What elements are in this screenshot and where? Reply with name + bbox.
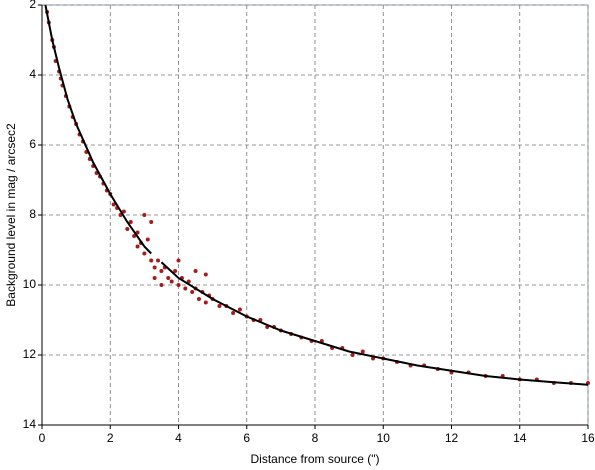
y-tick-label: 10 — [23, 277, 37, 291]
x-tick-label: 0 — [39, 431, 46, 445]
point — [149, 258, 154, 263]
y-axis-label: Background level in mag / arcsec2 — [4, 123, 18, 307]
point — [193, 269, 198, 273]
point — [183, 286, 188, 291]
point — [176, 258, 181, 263]
x-tick-label: 4 — [175, 431, 182, 445]
y-tick-label: 14 — [23, 417, 37, 431]
point — [203, 300, 208, 305]
y-tick-label: 4 — [29, 67, 36, 81]
point — [166, 276, 171, 280]
x-tick-label: 14 — [513, 431, 527, 445]
point — [159, 283, 164, 287]
y-tick-label: 2 — [29, 0, 36, 11]
point — [159, 269, 164, 273]
point — [135, 230, 140, 235]
point — [145, 237, 150, 242]
point — [149, 220, 154, 224]
point — [231, 311, 236, 315]
point — [360, 349, 365, 354]
point — [350, 353, 355, 357]
point — [237, 307, 242, 312]
x-tick-label: 16 — [581, 431, 595, 445]
x-tick-label: 8 — [312, 431, 319, 445]
point — [176, 283, 181, 287]
point — [203, 272, 208, 277]
point — [111, 202, 116, 207]
point — [152, 265, 157, 270]
point — [186, 279, 191, 284]
y-tick-label: 6 — [29, 137, 36, 151]
point — [128, 220, 133, 224]
x-tick-label: 6 — [243, 431, 250, 445]
point — [169, 279, 174, 284]
x-axis-label: Distance from source (") — [251, 452, 380, 466]
point — [142, 251, 147, 256]
x-tick-label: 2 — [107, 431, 114, 445]
point — [121, 209, 126, 214]
point — [132, 234, 137, 238]
point — [156, 258, 161, 263]
point — [190, 290, 195, 294]
point — [135, 244, 140, 249]
point — [142, 213, 147, 217]
x-tick-label: 10 — [377, 431, 391, 445]
y-tick-label: 8 — [29, 207, 36, 221]
fit-line — [44, 4, 589, 386]
point — [196, 297, 201, 301]
point — [152, 276, 157, 280]
point — [217, 304, 222, 308]
point — [125, 227, 130, 231]
point — [173, 269, 178, 273]
x-tick-label: 12 — [445, 431, 459, 445]
y-tick-label: 12 — [23, 347, 37, 361]
